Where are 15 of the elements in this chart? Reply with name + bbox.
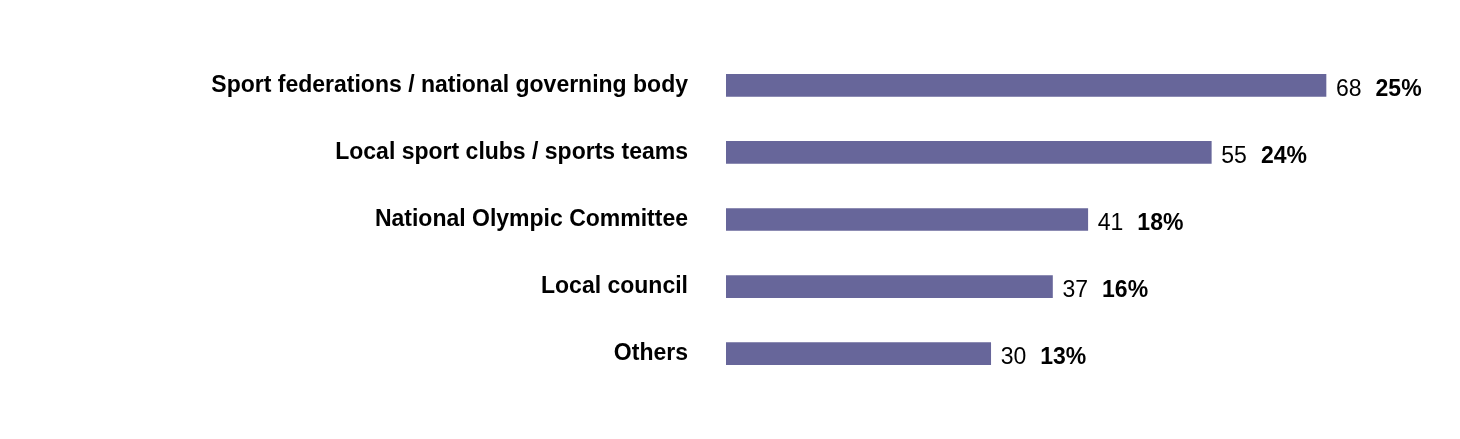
- y-tick-label: Sport federations / national governing body: [211, 70, 689, 97]
- data-label: 37 16%: [1062, 275, 1149, 302]
- y-tick-label: Others: [613, 339, 688, 365]
- bar: [726, 141, 1212, 164]
- bar: [726, 275, 1053, 298]
- data-label: 30 13%: [1000, 343, 1087, 369]
- y-tick-label: Local council: [541, 271, 688, 298]
- data-label: 68 25%: [1336, 74, 1422, 101]
- bar: [726, 208, 1089, 231]
- data-label: 55 24%: [1221, 141, 1307, 168]
- y-tick-label: Local sport clubs / sports teams: [335, 137, 688, 164]
- bar: [726, 74, 1327, 97]
- data-label: 41 18%: [1097, 208, 1184, 235]
- y-tick-label: National Olympic Committee: [374, 204, 688, 231]
- bar: [726, 342, 992, 365]
